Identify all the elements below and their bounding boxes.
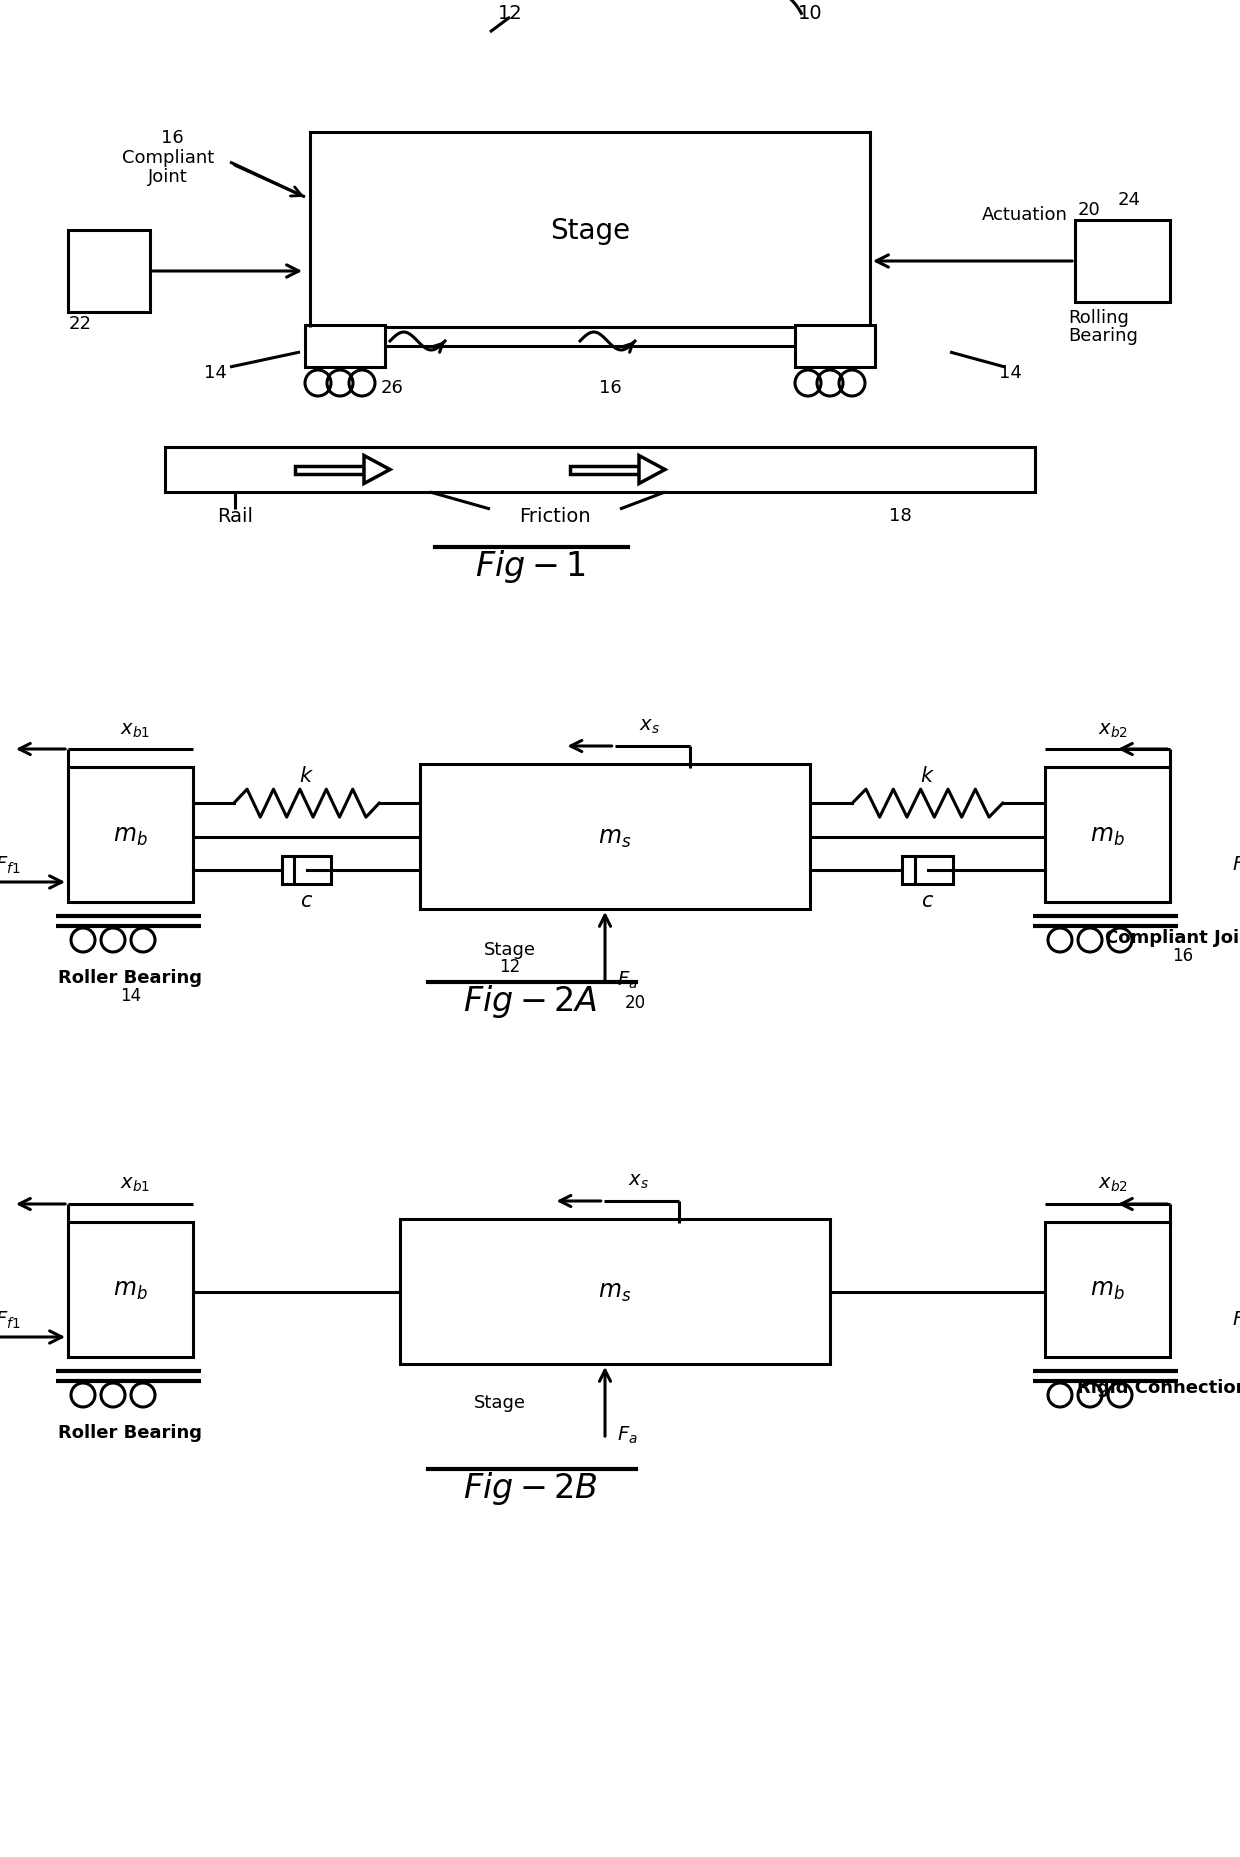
Text: $x_s$: $x_s$ (629, 1172, 649, 1190)
Text: Stage: Stage (474, 1393, 526, 1411)
Text: 24: 24 (1118, 191, 1141, 208)
Bar (795, 325, 875, 368)
Text: 18: 18 (889, 507, 911, 526)
Text: Stage: Stage (484, 940, 536, 958)
Text: $c$: $c$ (921, 890, 934, 910)
Text: 16: 16 (161, 128, 184, 147)
Text: Bearing: Bearing (1068, 327, 1138, 345)
Text: $x_{b2}$: $x_{b2}$ (1097, 1175, 1127, 1194)
Text: $x_{b1}$: $x_{b1}$ (120, 1175, 150, 1194)
Text: $x_{b1}$: $x_{b1}$ (120, 721, 150, 739)
Text: $\mathbf{\mathit{Fig-2B}}$: $\mathbf{\mathit{Fig-2B}}$ (463, 1469, 598, 1506)
Bar (281, 856, 331, 884)
Text: Rail: Rail (217, 507, 253, 526)
Bar (68, 767, 193, 903)
Text: 16: 16 (599, 379, 621, 397)
Polygon shape (365, 457, 391, 485)
Text: 14: 14 (998, 364, 1022, 383)
Text: $\mathbf{\mathit{Fig-1}}$: $\mathbf{\mathit{Fig-1}}$ (475, 548, 585, 585)
Text: $F_a$: $F_a$ (616, 1424, 637, 1445)
Text: $m_b$: $m_b$ (113, 823, 148, 847)
Bar (68, 1222, 193, 1357)
Bar (420, 765, 810, 910)
Bar (310, 134, 870, 329)
Text: 20: 20 (625, 993, 646, 1012)
Text: Actuation: Actuation (982, 206, 1068, 225)
Text: $m_s$: $m_s$ (599, 1279, 631, 1304)
Text: $m_b$: $m_b$ (113, 1278, 148, 1302)
Text: $c$: $c$ (300, 890, 312, 910)
Text: 26: 26 (381, 379, 403, 397)
Text: $m_b$: $m_b$ (1090, 823, 1125, 847)
Text: $F_a$: $F_a$ (616, 969, 637, 990)
Text: $x_s$: $x_s$ (639, 717, 660, 735)
Bar (570, 466, 639, 474)
Bar (1045, 767, 1171, 903)
Text: $k$: $k$ (920, 765, 935, 786)
Text: Joint: Joint (148, 167, 188, 186)
Text: $\mathbf{\mathit{Fig-2A}}$: $\mathbf{\mathit{Fig-2A}}$ (463, 982, 598, 1019)
Text: 10: 10 (797, 4, 822, 22)
Text: 12: 12 (500, 958, 521, 975)
Bar (1075, 221, 1171, 303)
Bar (305, 325, 384, 368)
Text: 22: 22 (68, 316, 92, 332)
Bar (401, 1220, 830, 1365)
Text: 14: 14 (120, 986, 141, 1005)
Text: Rigid Connection: Rigid Connection (1076, 1378, 1240, 1396)
Text: 16: 16 (1172, 947, 1193, 964)
Text: Roller Bearing: Roller Bearing (58, 969, 202, 986)
Text: $F_{f2}$: $F_{f2}$ (1233, 854, 1240, 875)
Text: $F_{f2}$: $F_{f2}$ (1233, 1309, 1240, 1330)
Text: Compliant Joint: Compliant Joint (1105, 928, 1240, 947)
Bar (165, 448, 1035, 492)
Text: 14: 14 (203, 364, 227, 383)
Bar (1045, 1222, 1171, 1357)
Text: 12: 12 (497, 4, 522, 22)
Text: $F_{f1}$: $F_{f1}$ (0, 854, 21, 875)
Text: Rolling: Rolling (1068, 308, 1128, 327)
Text: Friction: Friction (520, 507, 590, 526)
Text: Roller Bearing: Roller Bearing (58, 1422, 202, 1441)
Bar (68, 230, 150, 312)
Text: 20: 20 (1078, 201, 1101, 219)
Bar (295, 466, 365, 474)
Text: $m_b$: $m_b$ (1090, 1278, 1125, 1302)
Bar (901, 856, 954, 884)
Text: $m_s$: $m_s$ (599, 825, 631, 849)
Text: $x_{b2}$: $x_{b2}$ (1097, 721, 1127, 739)
Text: Compliant: Compliant (122, 149, 215, 167)
Text: Stage: Stage (549, 217, 630, 245)
Polygon shape (639, 457, 665, 485)
Text: $F_{f1}$: $F_{f1}$ (0, 1309, 21, 1330)
Text: $k$: $k$ (299, 765, 314, 786)
